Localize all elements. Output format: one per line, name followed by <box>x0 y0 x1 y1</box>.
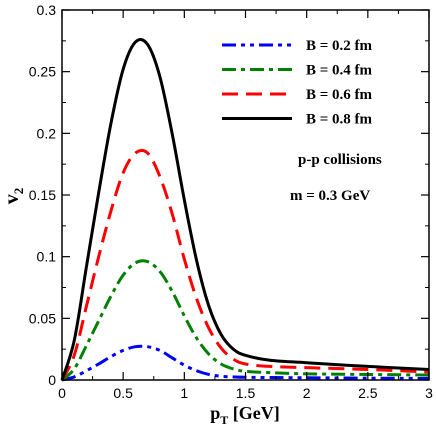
annotation-collision: p-p collisions <box>298 152 382 168</box>
x-tick-label: 0.5 <box>113 385 133 401</box>
x-axis-title-rest: [GeV] <box>228 403 279 423</box>
plot-area <box>60 9 430 382</box>
series-layer <box>60 38 430 382</box>
legend-label-3: B = 0.6 fm <box>306 87 373 103</box>
ticks-layer <box>61 9 430 381</box>
x-tick-label: 2 <box>303 385 311 401</box>
series-line-4 <box>60 38 430 381</box>
legend-label-2: B = 0.4 fm <box>306 63 373 79</box>
legend-label-1: B = 0.2 fm <box>306 38 373 54</box>
series-line-1 <box>61 344 430 382</box>
x-tick-label: 3 <box>425 385 433 401</box>
y-axis-title: v2 <box>1 188 26 205</box>
y-tick-label: 0.25 <box>29 64 56 80</box>
annotation-mass: m = 0.3 GeV <box>290 188 370 204</box>
y-tick-label: 0.1 <box>37 249 57 265</box>
x-axis-title-main: p <box>210 403 220 423</box>
legend: B = 0.2 fm B = 0.4 fm B = 0.6 fm B = 0.8 fm <box>222 38 373 128</box>
y-tick-label: 0.05 <box>29 310 56 326</box>
x-axis-title: pT [GeV] <box>210 403 280 427</box>
x-tick-label: 2.5 <box>358 385 378 401</box>
y-axis-title-main: v <box>1 194 23 204</box>
y-tick-label: 0 <box>48 372 56 388</box>
legend-label-4: B = 0.8 fm <box>306 112 373 128</box>
x-axis-title-sub: T <box>220 413 228 427</box>
y-axis-title-sub: 2 <box>11 188 26 195</box>
tick-labels-layer: 0 0.5 1 1.5 2 2.5 3 0 0.05 0.1 0.15 0.2 0.25 0.3 <box>29 2 433 401</box>
y-tick-label: 0.15 <box>29 187 56 203</box>
series-line-3 <box>60 148 430 381</box>
x-tick-label: 1.5 <box>236 385 256 401</box>
x-tick-label: 0 <box>58 385 66 401</box>
series-line-2 <box>60 259 430 382</box>
y-tick-label: 0.3 <box>37 2 57 18</box>
y-tick-label: 0.2 <box>37 125 57 141</box>
x-tick-label: 1 <box>180 385 188 401</box>
